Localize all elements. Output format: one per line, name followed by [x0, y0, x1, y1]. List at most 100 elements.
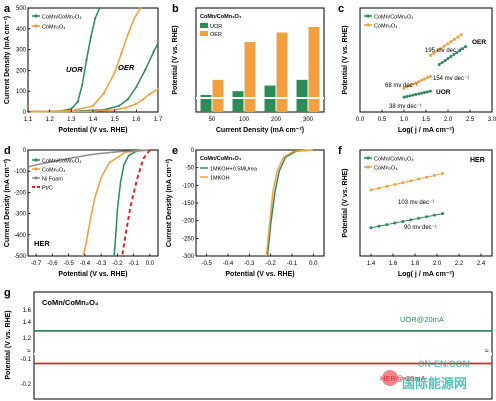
panel-b-legend-swatch-oer: [200, 31, 208, 36]
panel-c-xtick-label: 0.5: [378, 117, 387, 123]
panel-a-xtick-label: 1.4: [89, 117, 98, 123]
panel-a-series-2-point: [133, 17, 136, 20]
panel-d-xtick-label: -0.5: [63, 261, 74, 267]
panel-e-title: CoMn/CoMn₂O₄: [200, 156, 242, 162]
panel-g-ytick-5: -0.2: [21, 382, 32, 388]
panel-e-ytick-label: -100: [182, 183, 195, 189]
panel-a-ytick-label: 100: [16, 89, 27, 95]
panel-d-series-3-line: [121, 149, 151, 257]
panel-a-legend-text-2: CoMn₃O₄: [42, 25, 66, 31]
panel-g-her-label: HER@-20mA: [380, 374, 426, 383]
panel-d-ytick-label: -200: [14, 190, 27, 196]
panel-a-ytick-label: 500: [16, 6, 27, 12]
panel-a-series-1-point: [143, 69, 147, 72]
panel-b-bar-uor-100: [232, 91, 244, 112]
panel-c-xlabel: Log( j / mA cm⁻²): [398, 127, 454, 134]
panel-a-series-3-line: [27, 88, 159, 113]
panel-g-break-mark-right: ≈: [485, 348, 489, 355]
panel-a-series-0-point: [81, 83, 84, 87]
watermark-dot-icon: [382, 370, 398, 386]
panel-f-legend-marker-2: [366, 165, 370, 169]
panel-c-series-0-fit: [403, 90, 431, 98]
panel-d-xtick-label: -0.2: [112, 261, 123, 267]
panel-a-xtick-label: 1.5: [110, 117, 119, 123]
panel-e-series-1-line: [265, 149, 314, 257]
panel-c-slope-38: 38 mv dec⁻¹: [389, 104, 422, 110]
panel-a-series-0-point: [70, 107, 73, 110]
panel-e: e -0.5 -0.4 -0.3 -0.2 -0.1 0.0 0 -50 -100 -150 -2…: [166, 145, 325, 278]
panel-a-series-1-point: [117, 104, 121, 107]
panel-g: g ≈ ≈ CoMn/CoMn₂O₄ UOR@20mA HER@-20mA Po…: [4, 287, 493, 400]
panel-e-ytick-label: 0: [191, 148, 195, 154]
panel-f-xlabel: Log( j / mA cm⁻²): [398, 271, 454, 278]
panel-d-ytick-label: -300: [14, 212, 27, 218]
panel-e-xtick-label: -0.4: [223, 261, 234, 267]
panel-f-xtick-label: 2.2: [455, 261, 464, 267]
panel-a-series-1-point: [156, 42, 160, 45]
panel-e-yticks: 0 -50 -100 -150 -200 -250 -300: [182, 148, 199, 260]
panel-a-series-2-point: [91, 104, 95, 107]
panel-a-oer-label: OER: [118, 63, 135, 72]
panel-e-xticks: -0.5 -0.4 -0.3 -0.2 -0.1 0.0: [201, 253, 318, 267]
panel-e-ytick-label: -300: [182, 254, 195, 260]
panel-f-xtick-label: 1.4: [367, 261, 376, 267]
panel-a-series-0-point: [98, 6, 101, 10]
panel-a-letter: a: [4, 3, 11, 15]
panel-a-series-1-point: [126, 98, 129, 101]
panel-g-letter: g: [4, 287, 11, 299]
panel-c-slope-68: 68 mv dec⁻¹: [385, 83, 418, 89]
panel-d-her-label: HER: [34, 239, 50, 248]
panel-a-series-1-point: [135, 85, 138, 89]
panel-a-series-2-point: [139, 6, 142, 10]
panel-g-marks: [34, 329, 492, 365]
panel-f-legend-text-1: CoMn/CoMn₂O₄: [374, 157, 414, 163]
panel-b-bar-oer-100: [244, 42, 256, 112]
panel-b-xticks: 50 100 200 300: [209, 117, 314, 123]
panel-a-legend: CoMn/CoMn₂O₄ CoMn₃O₄: [32, 14, 82, 31]
panel-b-xtick-label: 300: [303, 117, 314, 123]
panel-e-xtick-label: -0.1: [287, 261, 298, 267]
panel-e-ylabel: Current Density (mA cm⁻²): [166, 159, 173, 247]
panel-c: c 0.0 0.5 1.0 1.5 2.0 2.5 3.0 Log( j / mA cm⁻²…: [338, 3, 496, 134]
panel-a-xtick-label: 1.1: [24, 117, 33, 123]
panel-a-series-2-point: [113, 71, 116, 74]
panel-f-ylabel: Potential (V vs. RHE): [342, 168, 349, 237]
panel-b-title: CoMn/CoMn₂O₄: [200, 14, 242, 20]
panel-b-bar-oer-300: [308, 26, 320, 113]
panel-a-legend-text-1: CoMn/CoMn₂O₄: [42, 15, 82, 21]
panel-d-ytick-label: -400: [14, 233, 27, 239]
panel-c-legend: CoMn/CoMn₂O₄ CoMn₃O₄: [364, 14, 414, 30]
panel-f-series-0-fit: [370, 213, 443, 229]
panel-f-xtick-label: 2.4: [477, 261, 486, 267]
panel-a-series-3-point: [141, 98, 144, 101]
panel-f-letter: f: [338, 145, 342, 157]
panel-a-series-2-point: [126, 33, 129, 37]
panel-c-xtick-label: 2.0: [444, 117, 453, 123]
panel-d-ylabel: Current Density (mA cm⁻²): [4, 159, 11, 247]
panel-f-legend-text-2: CoMn₃O₄: [374, 166, 398, 172]
panel-e-marks: [265, 149, 314, 257]
panel-c-uor-label: UOR: [436, 89, 451, 96]
panel-f-legend-marker-1: [366, 156, 370, 160]
panel-c-series-2-fit: [403, 75, 431, 89]
panel-a-series-2-point: [120, 52, 123, 55]
panel-b-frame: [195, 7, 325, 113]
panel-d-legend-text-4: Pt/C: [42, 186, 53, 192]
panel-a-series-3-point: [156, 88, 160, 91]
panel-f-xtick-label: 1.6: [389, 261, 398, 267]
panel-c-legend-text-1: CoMn/CoMn₂O₄: [374, 15, 414, 21]
panel-c-series-3-fit: [430, 34, 462, 56]
panel-e-xtick-label: -0.2: [265, 261, 276, 267]
panel-e-ytick-label: -250: [182, 236, 195, 242]
panel-d-legend-text-3: Ni Foam: [42, 177, 63, 183]
panel-d-xtick-label: -0.4: [80, 261, 91, 267]
panel-a-ylabel: Current Density (mA cm⁻²): [4, 16, 11, 104]
panel-c-legend-marker-2: [366, 23, 370, 27]
panel-g-ylabel: Potential (V vs. RHE): [5, 310, 12, 379]
panel-g-ytick-1: 1.6: [23, 308, 32, 314]
panel-a-series-3-point: [124, 106, 127, 109]
panel-d-series-2-line: [27, 149, 150, 168]
panel-b-xtick-label: 50: [209, 117, 216, 123]
panel-a: a 1.1 1.2 1.3 1.4 1.5 1.6 1.7 0 100 200 300 400 500…: [4, 3, 163, 134]
panel-d-frame: [27, 149, 159, 257]
